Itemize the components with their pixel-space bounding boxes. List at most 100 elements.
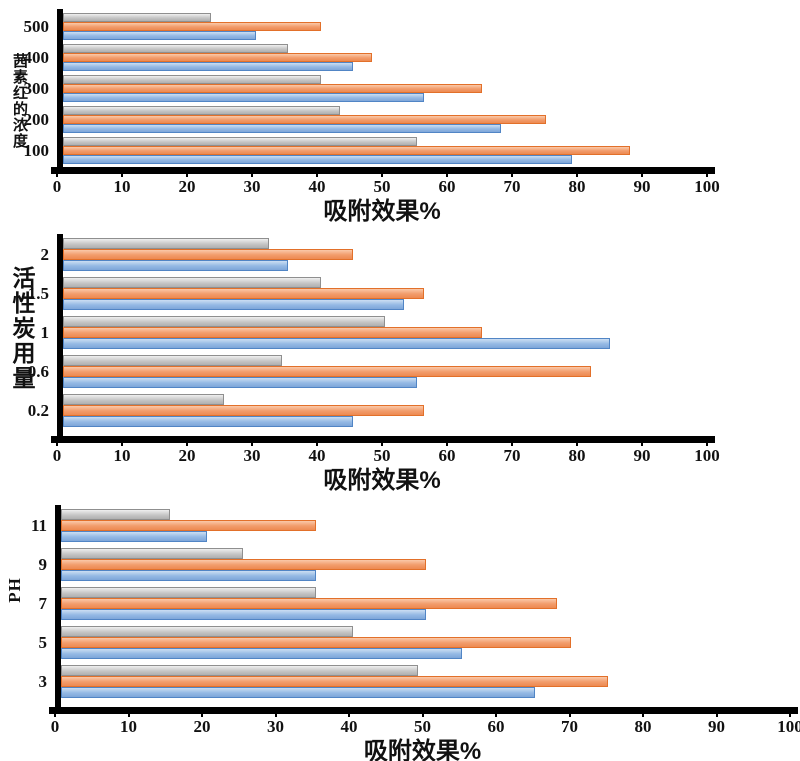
category-label: 300 [23, 78, 50, 98]
x-tick-label: 100 [694, 177, 720, 196]
x-tick-label: 30 [267, 717, 284, 736]
x-tick-label: 80 [568, 177, 586, 196]
category-label: 9 [38, 554, 48, 574]
x-tick-label: 0 [52, 177, 62, 196]
bar-blue [63, 338, 611, 349]
plot-area: 2 1.5 1 0.6 0.2 [28, 234, 707, 436]
x-tick-label: 40 [308, 177, 326, 196]
x-tick-mark [121, 174, 123, 177]
x-tick-label: 70 [561, 717, 578, 736]
bar-gray [63, 106, 340, 115]
x-tick-mark [576, 174, 578, 177]
bar-group: 7 [39, 587, 790, 620]
category-label: 5 [38, 632, 48, 652]
bar-blue [63, 377, 418, 388]
y-axis-title: 茜素红的浓度 [11, 53, 28, 149]
x-tick-label: 50 [414, 717, 431, 736]
x-tick-mark [56, 443, 58, 446]
x-tick-mark [446, 443, 448, 446]
bar-orange [63, 405, 424, 416]
bar-group: 1.5 [28, 277, 707, 310]
x-tick-label: 60 [438, 177, 456, 196]
bar-gray [63, 238, 270, 249]
x-tick-label: 80 [634, 717, 652, 736]
category-label: 3 [38, 671, 48, 691]
x-tick-label: 90 [708, 717, 725, 736]
x-axis-ticks: 0 10 20 30 40 50 60 70 80 90 100 [51, 714, 800, 737]
category-label: 7 [38, 593, 48, 613]
x-tick-mark [568, 714, 571, 717]
bar-blue [61, 687, 535, 698]
bar-blue [63, 299, 405, 310]
bar-orange [61, 520, 317, 531]
bar-group: 0.2 [28, 394, 707, 427]
bar-gray [63, 75, 321, 84]
bar-blue [63, 93, 424, 102]
bar-orange [63, 22, 321, 31]
category-label: 0.2 [27, 400, 49, 420]
x-tick-mark [121, 443, 123, 446]
x-tick-mark [641, 174, 643, 177]
carbon-dosage-chart: 活性炭用量 2 1.5 1 0.6 0.2 0 10 20 30 40 50 60 70 80 90 100… [0, 226, 800, 495]
x-tick-mark [56, 174, 58, 177]
x-tick-mark [706, 443, 708, 446]
x-tick-mark [495, 714, 497, 717]
bar-gray [63, 355, 282, 366]
x-tick-mark [381, 174, 383, 177]
bar-group: 500 [24, 13, 707, 40]
bar-gray [63, 316, 385, 327]
bar-group: 9 [39, 548, 790, 581]
bar-gray [63, 13, 212, 22]
bar-group: 0.6 [28, 355, 707, 388]
bar-gray [63, 277, 321, 288]
bar-orange [63, 288, 424, 299]
x-tick-label: 30 [243, 177, 261, 196]
x-tick-label: 10 [113, 446, 131, 465]
bar-blue [63, 31, 257, 40]
x-tick-label: 100 [694, 446, 720, 465]
x-tick-mark [251, 174, 253, 177]
x-axis-line [49, 707, 798, 714]
x-tick-mark [348, 714, 350, 717]
bar-orange [61, 637, 572, 648]
x-tick-label: 50 [373, 446, 391, 465]
x-tick-label: 70 [503, 446, 521, 465]
bar-orange [63, 146, 630, 155]
x-tick-mark [421, 714, 424, 717]
bar-blue [63, 155, 572, 164]
x-tick-label: 50 [373, 177, 391, 196]
x-tick-label: 100 [777, 717, 800, 736]
x-axis-ticks: 0 10 20 30 40 50 60 70 80 90 100 [53, 443, 720, 466]
x-axis-line [51, 436, 715, 443]
x-tick-mark [511, 443, 513, 446]
x-tick-mark [511, 174, 513, 177]
x-tick-mark [715, 714, 718, 717]
x-tick-mark [446, 174, 448, 177]
category-label: 100 [23, 140, 50, 160]
x-tick-mark [127, 714, 130, 717]
x-axis-ticks: 0 10 20 30 40 50 60 70 80 90 100 [53, 174, 720, 197]
x-tick-mark [706, 174, 708, 177]
bar-gray [61, 509, 171, 520]
x-tick-label: 0 [50, 717, 60, 736]
bar-group: 3 [39, 665, 790, 698]
bar-gray [63, 44, 289, 53]
x-tick-mark [316, 174, 318, 177]
plot-area: 11 9 7 5 3 [31, 505, 790, 707]
category-label: 500 [23, 16, 50, 36]
x-tick-mark [251, 443, 253, 446]
category-label: 1 [40, 322, 50, 342]
x-axis-title: 吸附效果% [363, 738, 482, 761]
x-tick-label: 90 [633, 446, 651, 465]
bar-gray [63, 137, 418, 146]
x-tick-label: 10 [113, 177, 131, 196]
x-axis-title: 吸附效果% [323, 467, 441, 494]
bar-group: 100 [24, 137, 707, 164]
bar-orange [61, 598, 557, 609]
category-label: 200 [23, 109, 50, 129]
x-tick-label: 60 [487, 717, 505, 736]
bar-gray [63, 394, 224, 405]
bar-blue [63, 62, 353, 71]
bar-blue [61, 648, 462, 659]
